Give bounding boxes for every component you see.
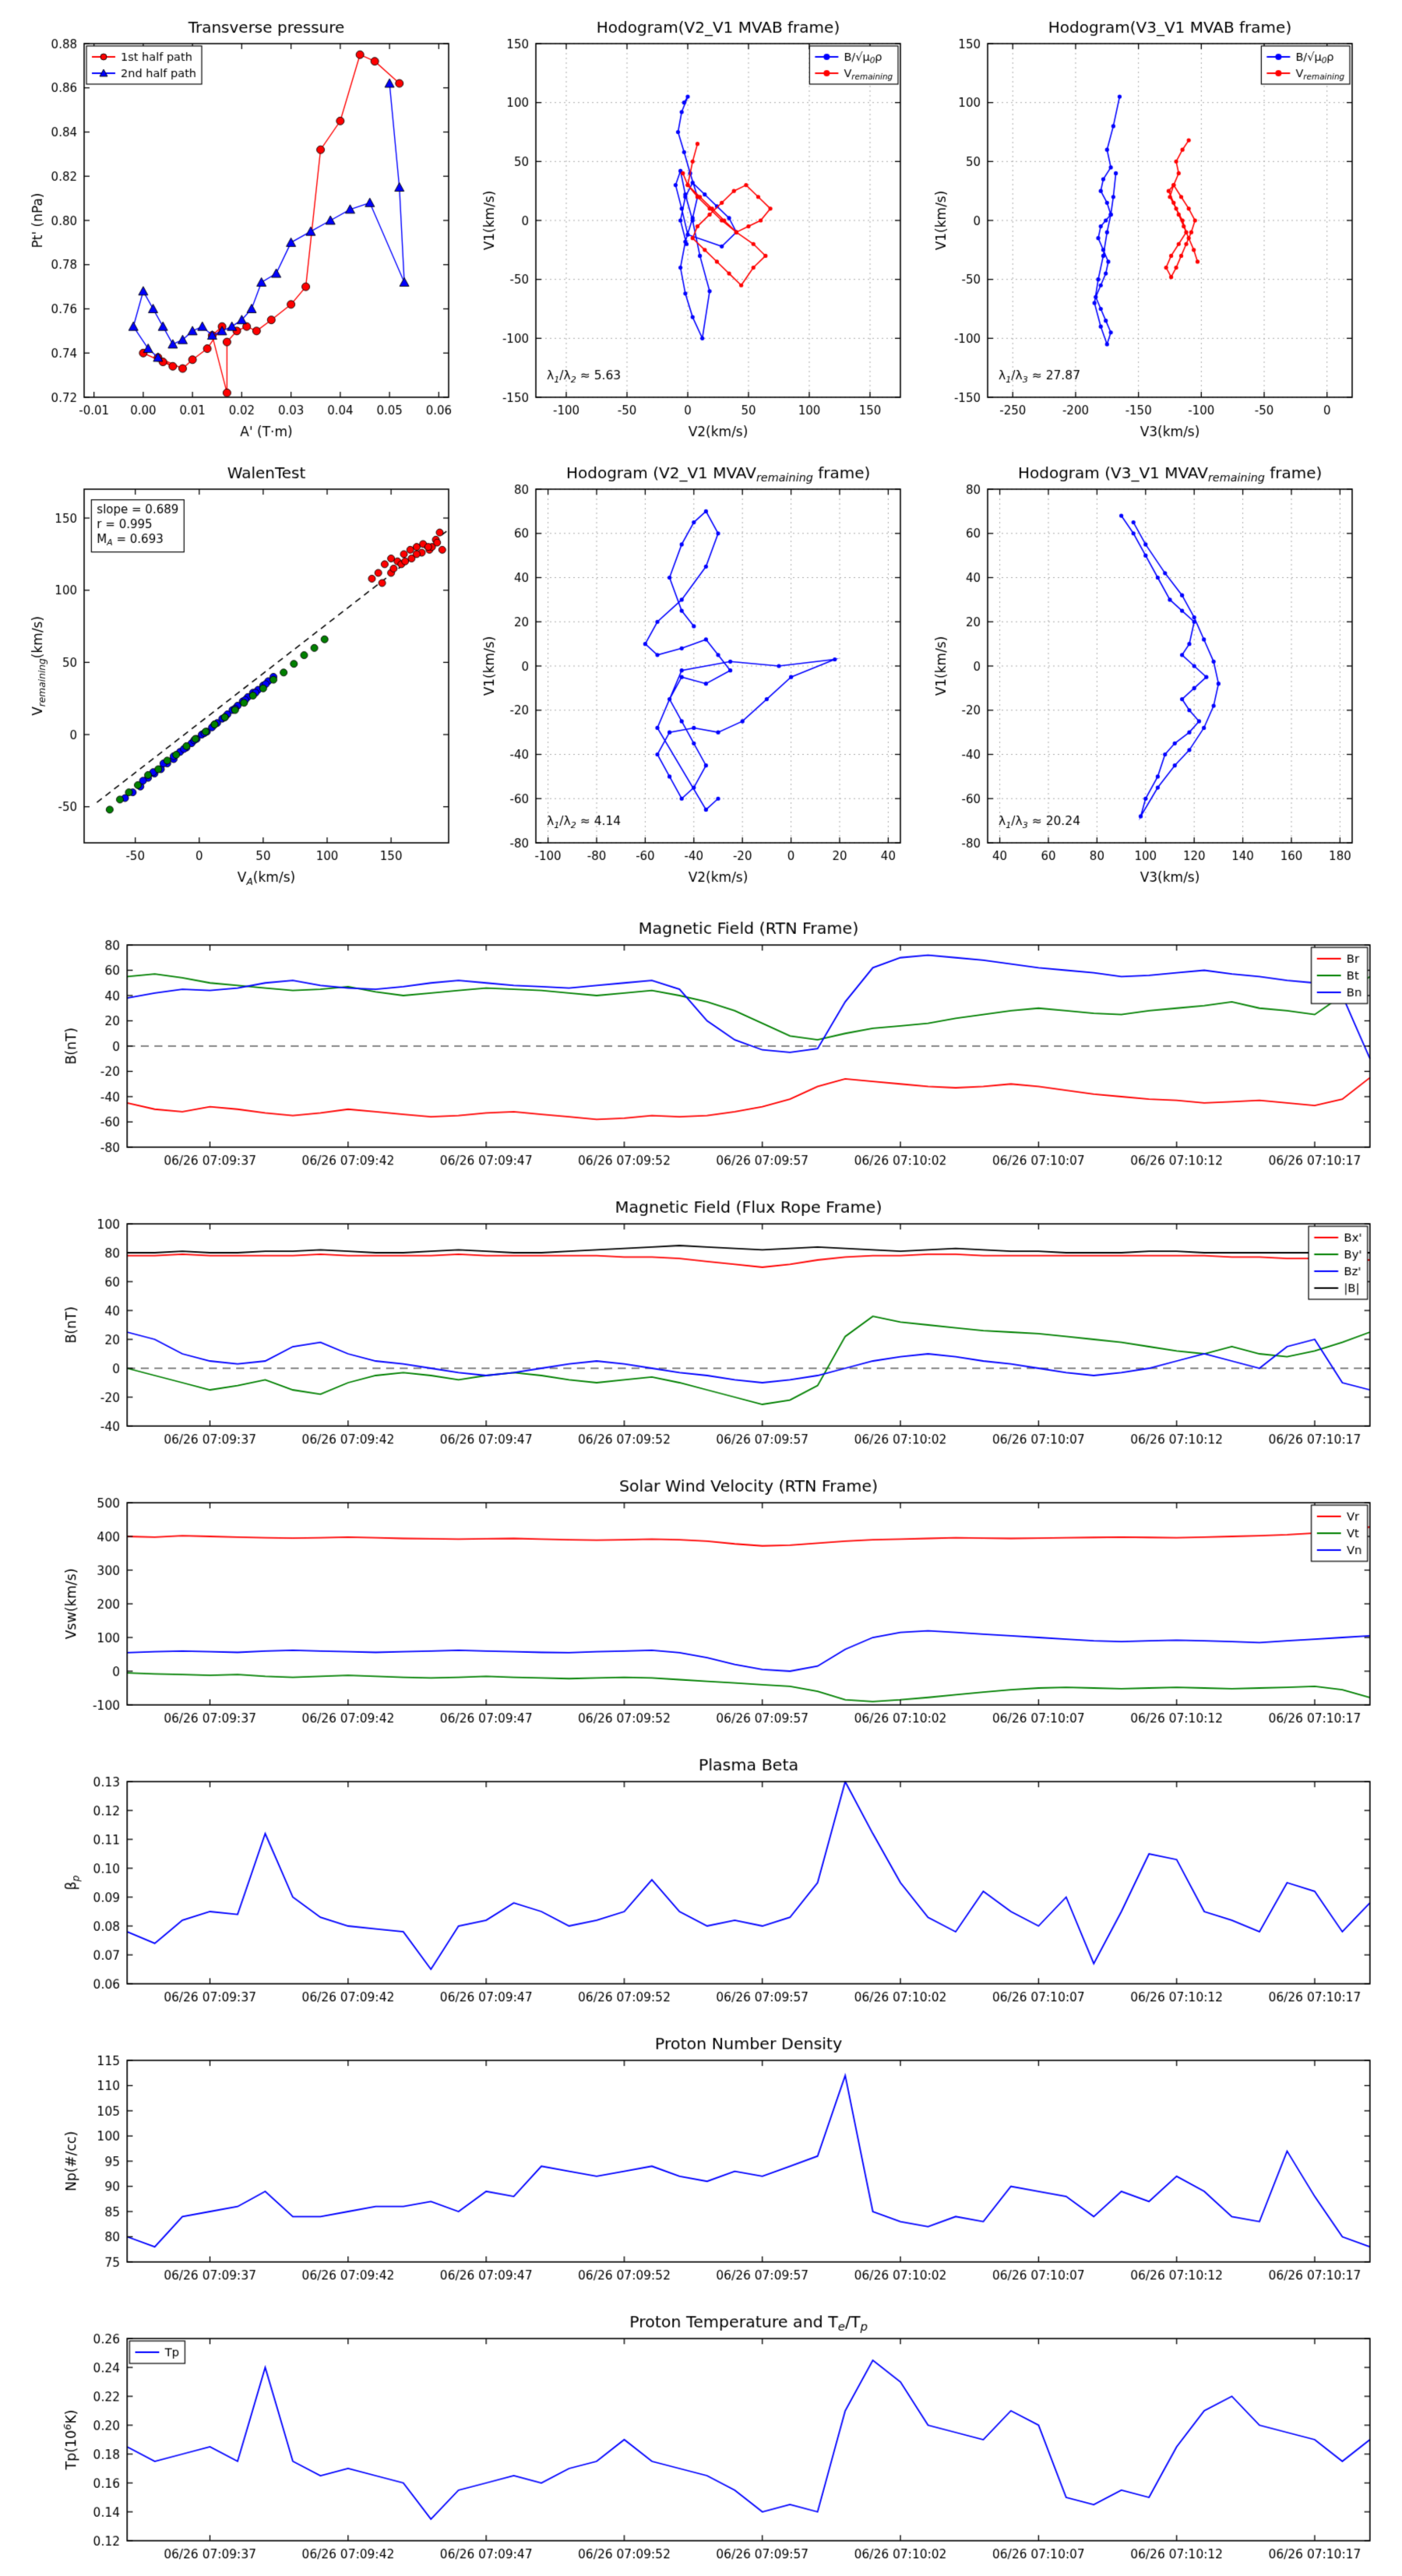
hodogram-v2v1-mvav-plot bbox=[475, 455, 911, 891]
top-row-2 bbox=[0, 455, 1402, 891]
time-series-column bbox=[0, 913, 1402, 2576]
plasma-beta-plot bbox=[39, 1749, 1402, 2019]
solar-wind-velocity-plot bbox=[39, 1470, 1402, 1740]
hodogram-v2v1-mvab-plot bbox=[475, 9, 911, 446]
proton-temperature-plot bbox=[39, 2306, 1402, 2576]
magnetic-field-rtn-plot bbox=[39, 913, 1402, 1182]
top-row-1 bbox=[0, 9, 1402, 446]
hodogram-v3v1-mvav-plot bbox=[927, 455, 1363, 891]
magnetic-field-fluxrope-plot bbox=[39, 1191, 1402, 1461]
transverse-pressure-plot bbox=[23, 9, 460, 446]
walen-test-plot bbox=[23, 455, 460, 891]
proton-density-plot bbox=[39, 2028, 1402, 2298]
hodogram-v3v1-mvab-plot bbox=[927, 9, 1363, 446]
